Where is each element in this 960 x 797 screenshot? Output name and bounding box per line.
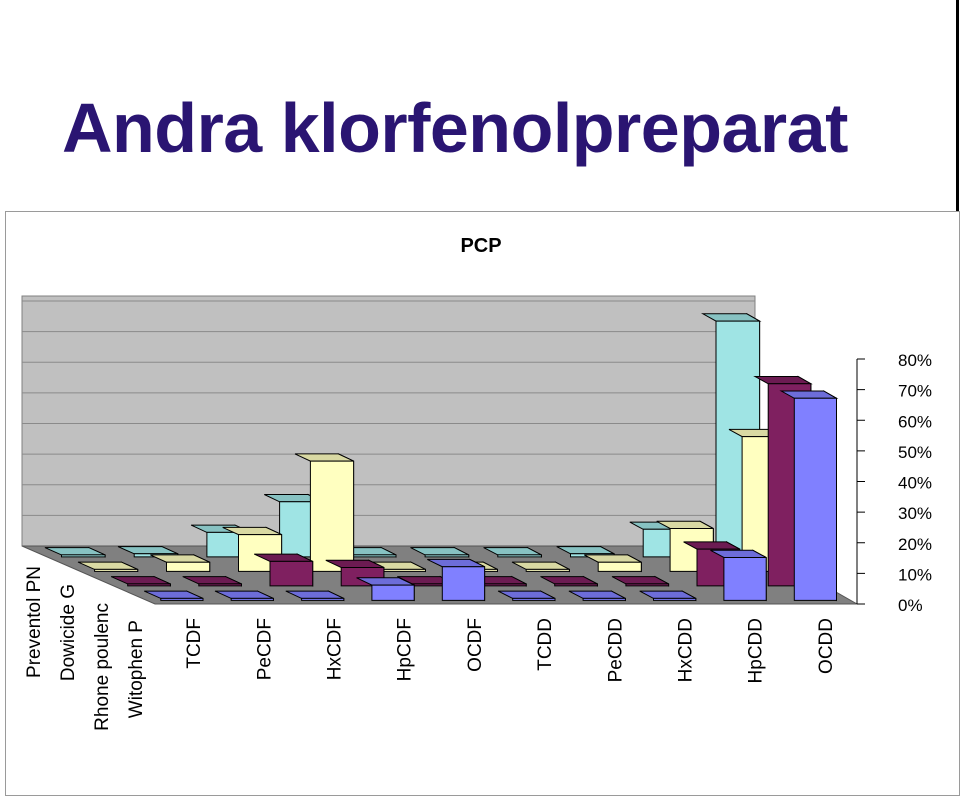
bar-front xyxy=(61,554,106,558)
bar-front xyxy=(230,597,274,601)
bar xyxy=(568,590,626,602)
bar-front xyxy=(723,557,767,601)
category-label: TCDD xyxy=(535,618,556,671)
bar xyxy=(150,554,211,573)
bar-front xyxy=(582,597,626,601)
bar-front xyxy=(269,560,314,587)
bar xyxy=(44,546,106,558)
category-label: HpCDD xyxy=(746,618,767,683)
bar-front xyxy=(424,554,470,558)
bar xyxy=(584,554,642,573)
bar xyxy=(611,575,670,587)
bar xyxy=(356,577,415,602)
bar-front xyxy=(94,568,139,572)
slide-edge-line xyxy=(956,0,959,212)
bar xyxy=(511,561,570,573)
bar-front xyxy=(351,554,397,558)
bar xyxy=(253,553,314,587)
bar xyxy=(639,590,697,602)
category-label: HpCDF xyxy=(395,618,416,681)
series-label: Rhone poulenc xyxy=(92,603,113,731)
bar xyxy=(410,546,470,558)
value-axis-tick-label: 10% xyxy=(898,565,932,584)
bar xyxy=(427,558,486,602)
bar-front xyxy=(525,568,570,572)
bar xyxy=(214,590,274,602)
bar xyxy=(182,575,242,587)
value-axis-tick-label: 30% xyxy=(898,504,932,523)
bar-front xyxy=(483,583,527,587)
bar-front xyxy=(381,568,426,572)
bar xyxy=(710,549,767,602)
category-label: TCDF xyxy=(184,618,205,669)
bar-front xyxy=(625,583,670,587)
category-label: OCDD xyxy=(816,618,837,674)
value-axis-tick-label: 80% xyxy=(898,351,932,370)
category-label: HxCDF xyxy=(325,618,346,680)
bar-front xyxy=(554,583,598,587)
value-axis-tick-label: 70% xyxy=(898,382,932,401)
value-axis-tick-label: 50% xyxy=(898,443,932,462)
chart-title: PCP xyxy=(460,235,501,257)
bar-front xyxy=(371,584,415,601)
bar-front xyxy=(166,561,211,572)
series-label: Witophen P xyxy=(126,620,147,718)
bar xyxy=(77,561,139,573)
category-label: PeCDF xyxy=(254,618,275,680)
bar xyxy=(143,590,204,602)
bar xyxy=(497,590,556,602)
series-label: Dowicide G xyxy=(58,584,79,681)
category-label: OCDF xyxy=(465,618,486,672)
value-axis-tick-label: 0% xyxy=(898,596,923,615)
bar xyxy=(110,575,171,587)
category-label: HxCDD xyxy=(676,618,697,682)
bar xyxy=(779,390,839,602)
bar-top xyxy=(753,376,813,385)
value-axis-tick-label: 60% xyxy=(898,412,932,431)
back-wall xyxy=(21,295,756,547)
category-axis: TCDF PeCDF HxCDF HpCDF OCDF TCDD PeCDD HxCDD HpC… xyxy=(184,618,837,683)
bars xyxy=(44,312,839,602)
bar-front xyxy=(309,460,355,572)
bar-front xyxy=(793,397,837,601)
bar-front xyxy=(497,554,542,558)
slide-title: Andra klorfenolpreparat xyxy=(62,89,848,167)
series-axis: Preventol PN Dowicide G Rhone poulenc Witop… xyxy=(24,566,147,731)
bar xyxy=(483,546,542,558)
bar xyxy=(285,590,345,602)
bar-front xyxy=(160,597,204,601)
value-axis: 0% 10% 20% 30% 40% 50% 60% 70% 80% xyxy=(856,351,932,615)
bar xyxy=(540,575,598,587)
value-axis-tick-label: 40% xyxy=(898,474,932,493)
bar-front xyxy=(597,561,642,572)
bar-front xyxy=(198,583,242,587)
bar-front xyxy=(301,597,345,601)
series-label: Preventol PN xyxy=(24,566,45,678)
bar-front xyxy=(441,566,486,601)
bar-front xyxy=(653,597,697,601)
bar-front xyxy=(512,597,556,601)
bar-front xyxy=(127,583,171,587)
category-label: PeCDD xyxy=(605,618,626,682)
value-axis-tick-label: 20% xyxy=(898,535,932,554)
